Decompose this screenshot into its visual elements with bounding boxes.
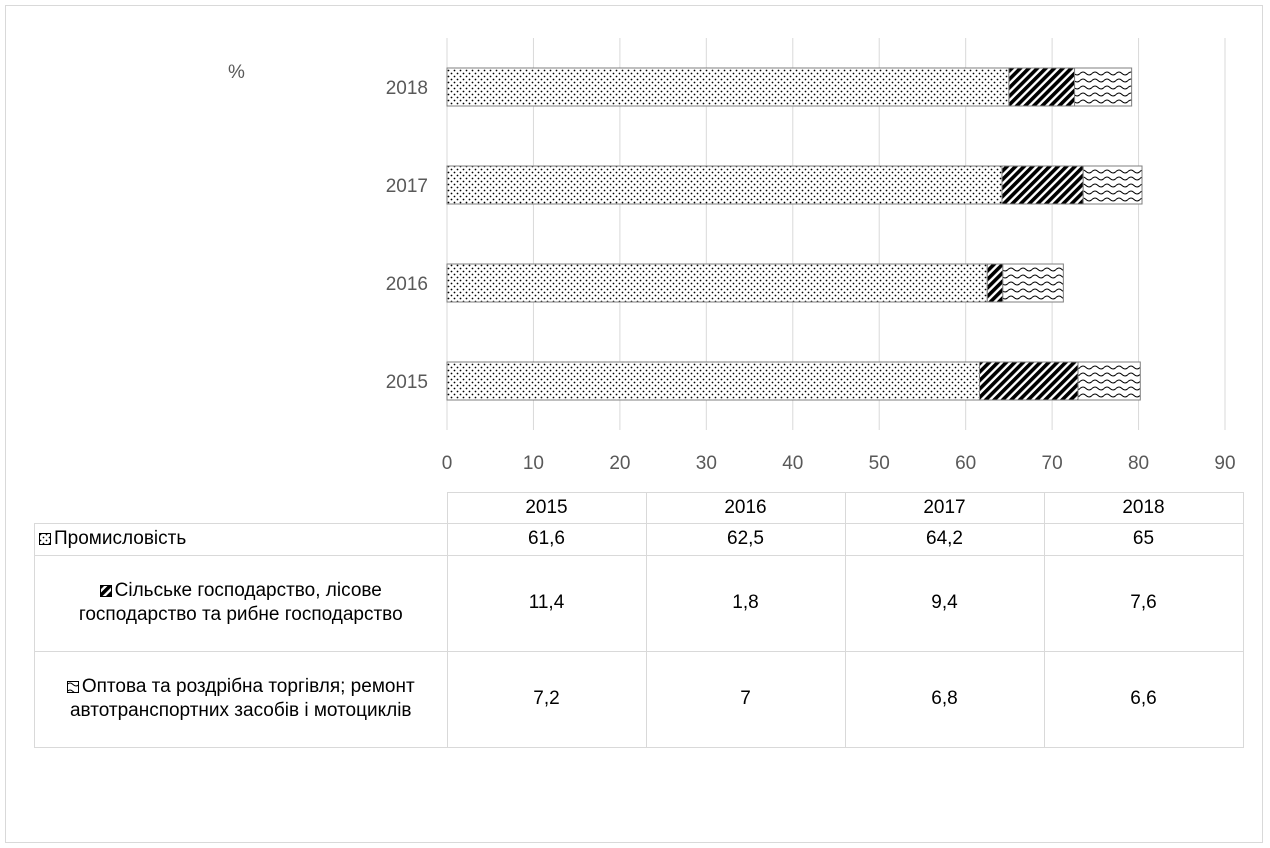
wave-hatch-legend-icon — [66, 680, 79, 693]
table-header-cell: 2016 — [645, 492, 846, 524]
table-cell: 65 — [1043, 522, 1244, 556]
series-label: Промисловість — [54, 528, 187, 549]
data-table: 2015 2016 2017 2018 Промисловість 61,6 6… — [34, 492, 1244, 748]
x-tick-label: 70 — [1042, 453, 1063, 474]
table-header-row: 2015 2016 2017 2018 — [34, 492, 1244, 524]
x-tick-labels: 0 10 20 30 40 50 60 70 80 90 — [442, 453, 1236, 474]
x-tick-label: 50 — [869, 453, 890, 474]
table-row: Сільське господарство, лісове господарст… — [34, 554, 1244, 652]
table-cell: 11,4 — [446, 554, 647, 652]
series-label-cell: Сільське господарство, лісове господарст… — [34, 554, 448, 652]
bar-segment — [1001, 165, 1084, 205]
bar-segment — [446, 67, 1010, 107]
table-cell: 9,4 — [844, 554, 1045, 652]
y-tick-label: 2017 — [386, 176, 428, 197]
x-tick-label: 0 — [442, 453, 453, 474]
bar-segment — [986, 263, 1004, 303]
table-row: Промисловість 61,6 62,5 64,2 65 — [34, 522, 1244, 556]
x-tick-label: 80 — [1128, 453, 1149, 474]
series-label-cell: Промисловість — [34, 522, 448, 556]
table-cell: 1,8 — [645, 554, 846, 652]
dots-legend-icon — [39, 532, 51, 545]
table-header-cell: 2018 — [1043, 492, 1244, 524]
bar-segment — [1082, 165, 1143, 205]
table-row: Оптова та роздрібна торгівля; ремонт авт… — [34, 650, 1244, 748]
table-cell: 7,2 — [446, 650, 647, 748]
bar-segment — [978, 361, 1079, 401]
bar-segment — [446, 263, 988, 303]
y-tick-labels: 2015 2016 2017 2018 — [386, 78, 428, 393]
diagonal-hatch-legend-icon — [99, 584, 112, 597]
bar-segment — [1077, 361, 1141, 401]
bar-segment — [446, 165, 1003, 205]
x-tick-label: 10 — [523, 453, 544, 474]
series-label: Оптова та роздрібна торгівля; ремонт авт… — [69, 676, 415, 721]
x-tick-label: 30 — [696, 453, 717, 474]
y-tick-label: 2015 — [386, 372, 428, 393]
table-cell: 7 — [645, 650, 846, 748]
series-label: Сільське господарство, лісове господарст… — [78, 580, 403, 625]
table-cell: 6,8 — [844, 650, 1045, 748]
table-cell: 6,6 — [1043, 650, 1244, 748]
bar-segment — [1008, 67, 1076, 107]
x-tick-label: 90 — [1214, 453, 1235, 474]
x-tick-label: 60 — [955, 453, 976, 474]
bar-segment — [1002, 263, 1064, 303]
table-cell: 61,6 — [446, 522, 647, 556]
y-axis-unit-label: % — [228, 62, 245, 83]
bar-segment — [1074, 67, 1133, 107]
stacked-bar-chart: 2015 2016 2017 2018 0 10 20 30 40 50 60 70 80 90 — [386, 38, 1236, 474]
table-header-cell: 2015 — [446, 492, 647, 524]
table-cell: 62,5 — [645, 522, 846, 556]
table-corner-cell — [34, 492, 448, 524]
bars — [446, 67, 1143, 401]
x-tick-label: 40 — [782, 453, 803, 474]
bar-segment — [446, 361, 980, 401]
y-tick-label: 2018 — [386, 78, 428, 99]
table-cell: 64,2 — [844, 522, 1045, 556]
series-label-cell: Оптова та роздрібна торгівля; ремонт авт… — [34, 650, 448, 748]
table-cell: 7,6 — [1043, 554, 1244, 652]
x-tick-label: 20 — [609, 453, 630, 474]
table-header-cell: 2017 — [844, 492, 1045, 524]
y-tick-label: 2016 — [386, 274, 428, 295]
